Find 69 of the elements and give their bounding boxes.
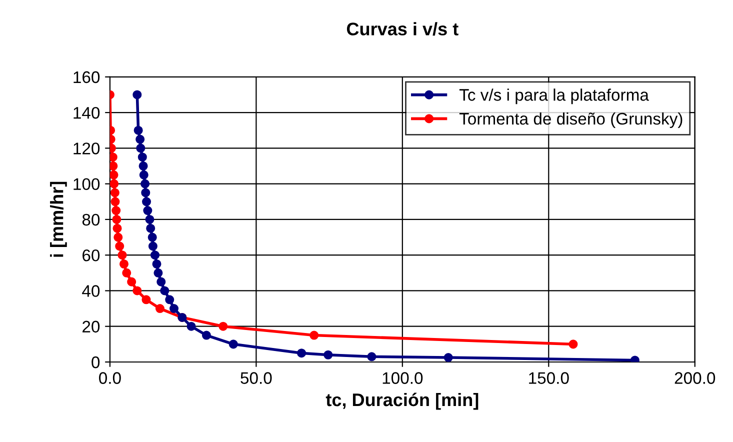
point (110, 197, 120, 206)
y-tick-label: 100 (74, 178, 100, 190)
x-tick-label: 150.0 (529, 372, 569, 384)
y-tick-label: 160 (74, 71, 100, 84)
point (154, 268, 163, 278)
point (367, 352, 376, 362)
point (444, 353, 453, 362)
point (118, 250, 127, 260)
x-tick-label: 200.0 (674, 372, 716, 384)
point (142, 295, 151, 304)
y-axis-title: i [mm/hr] (50, 182, 67, 257)
point (148, 232, 157, 242)
point (160, 286, 170, 296)
point (148, 242, 158, 251)
point (134, 126, 143, 135)
point (186, 322, 196, 331)
point (112, 224, 122, 233)
point (228, 340, 238, 349)
point (139, 170, 148, 180)
point (156, 277, 166, 286)
point (169, 304, 179, 314)
y-tick-label: 80 (82, 214, 100, 226)
point (165, 295, 174, 304)
point (297, 348, 306, 358)
chart-title: Curvas i v/s t (346, 22, 458, 36)
point (132, 90, 142, 100)
x-tick-label: 0.0 (99, 372, 121, 384)
point (150, 250, 160, 260)
point (136, 144, 146, 153)
point (110, 170, 118, 180)
y-tick-label: 40 (82, 285, 100, 297)
point (138, 161, 148, 171)
point (143, 206, 152, 216)
point (112, 206, 121, 216)
point (140, 179, 150, 188)
point (112, 214, 122, 224)
x-tick-label: 50.0 (240, 372, 272, 384)
point (202, 330, 211, 340)
point (218, 322, 228, 331)
x-tick-label: 100.0 (382, 372, 423, 384)
point (115, 242, 124, 251)
point (136, 134, 145, 144)
point (110, 152, 118, 162)
y-tick-label: 0 (92, 356, 100, 368)
point (141, 188, 150, 198)
point (122, 268, 132, 278)
x-axis-title: tc, Duración [min] (326, 392, 478, 410)
point (145, 214, 154, 224)
point (310, 330, 319, 340)
point (142, 197, 152, 206)
point (568, 340, 578, 349)
y-tick-label: 60 (82, 249, 100, 262)
point (110, 179, 119, 188)
point (132, 286, 142, 296)
point (110, 161, 118, 171)
point (110, 188, 120, 198)
point (119, 259, 129, 269)
legend-label: Tc v/s i para la plataforma (459, 88, 649, 104)
legend-label: Tormenta de diseño (Grunsky) (459, 112, 682, 128)
point (152, 259, 162, 269)
point (146, 224, 156, 233)
point (138, 152, 147, 162)
point (114, 232, 123, 242)
point (324, 350, 333, 360)
y-tick-label: 120 (74, 142, 100, 154)
y-tick-label: 140 (74, 106, 100, 119)
y-tick-label: 20 (82, 320, 100, 333)
point (155, 304, 164, 314)
point (127, 277, 136, 286)
